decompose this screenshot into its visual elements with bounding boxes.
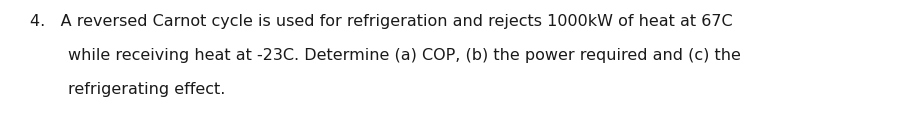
Text: while receiving heat at -23C. Determine (a) COP, (b) the power required and (c) : while receiving heat at -23C. Determine … xyxy=(68,48,740,63)
Text: 4.   A reversed Carnot cycle is used for refrigeration and rejects 1000kW of hea: 4. A reversed Carnot cycle is used for r… xyxy=(30,14,732,29)
Text: refrigerating effect.: refrigerating effect. xyxy=(68,82,225,97)
